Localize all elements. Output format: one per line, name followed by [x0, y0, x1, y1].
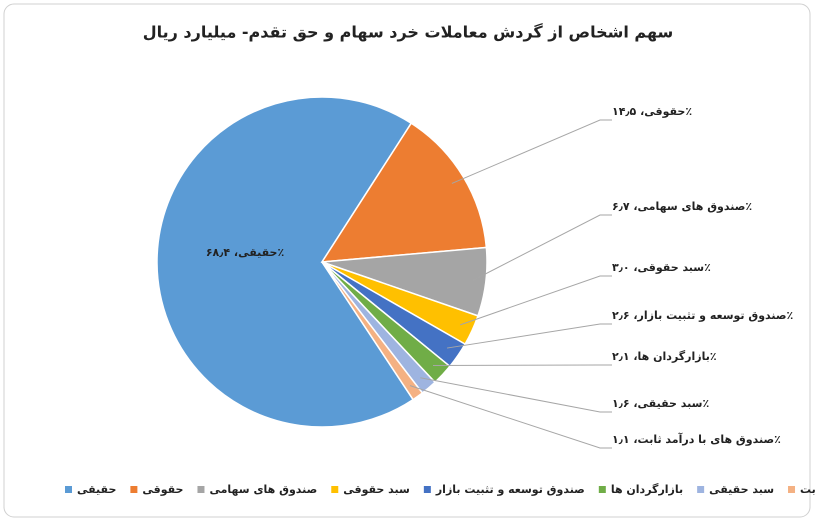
data-label: صندوق توسعه و تثبیت بازار، ۲٫۶٪	[612, 309, 793, 322]
data-label: حقیقی، ۶۸٫۴٪	[206, 246, 284, 259]
data-label: حقوقی، ۱۴٫۵٪	[612, 105, 692, 118]
legend-marker	[423, 486, 431, 493]
legend-marker	[65, 486, 72, 493]
leader-line	[472, 214, 612, 281]
leader-line	[433, 364, 612, 367]
legend-marker	[331, 486, 339, 493]
legend-label: صندوق های با درآمد ثابت	[800, 482, 815, 496]
legend-marker	[697, 486, 705, 493]
data-label: صندوق های با درآمد ثابت، ۱٫۱٪	[612, 432, 781, 446]
data-label: صندوق های سهامی، ۶٫۷٪	[612, 200, 752, 213]
legend-label: سبد حقیقی	[709, 483, 774, 496]
leader-line	[409, 385, 612, 449]
legend-label: بازارگردان ها	[611, 483, 683, 496]
legend-label: صندوق های سهامی	[209, 483, 317, 496]
legend-marker	[598, 486, 606, 493]
chart-title: سهم اشخاص از گردش معاملات خرد سهام و حق …	[143, 23, 674, 42]
legend-marker	[197, 486, 205, 493]
leader-line	[420, 377, 612, 413]
leader-line	[451, 119, 612, 184]
pie-slice	[156, 96, 415, 428]
legend-label: حقیقی	[77, 483, 116, 496]
data-label: سبد حقوقی، ۳٫۰٪	[612, 261, 711, 274]
data-label: سبد حقیقی، ۱٫۶٪	[612, 397, 709, 410]
pie-slice	[320, 122, 488, 263]
legend-label: سبد حقوقی	[343, 483, 410, 496]
leader-line	[460, 275, 612, 326]
legend-marker	[130, 486, 138, 493]
legend-marker	[788, 486, 796, 493]
pie-slice	[321, 261, 424, 401]
legend-label: صندوق توسعه و تثبیت بازار	[435, 483, 585, 496]
leader-line	[446, 323, 612, 349]
legend-label: حقوقی	[142, 483, 183, 496]
data-label: بازارگردان ها، ۲٫۱٪	[612, 350, 717, 363]
